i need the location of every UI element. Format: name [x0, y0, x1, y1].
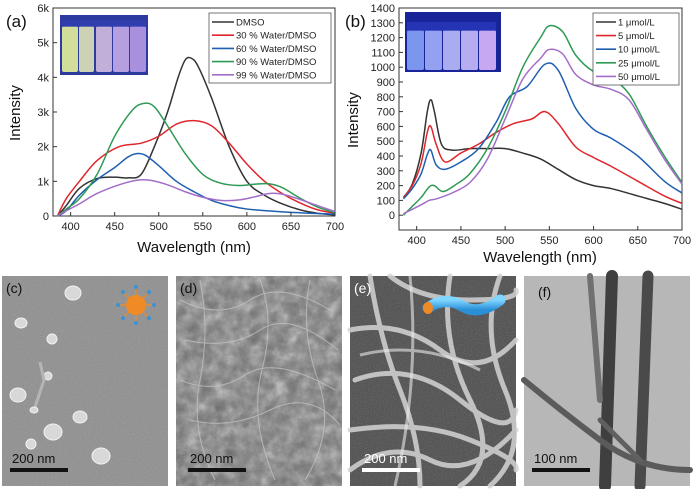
micelle-schematic-icon: [116, 285, 156, 325]
y-tick-label: 900: [377, 77, 395, 89]
series-line: [403, 48, 683, 215]
legend-entry: 1 μmol/L: [618, 18, 655, 29]
panel-b-chart: 400 450 500 550 600 650 700 0 100 200 300 400 500 60…: [345, 3, 691, 266]
x-tick-label: 400: [61, 221, 79, 233]
panel-e-scale-text: 200 nm: [364, 451, 407, 466]
x-tick-label: 600: [584, 235, 602, 247]
y-tick-label: 1200: [371, 33, 395, 45]
legend-entry: 50 μmol/L: [618, 72, 660, 83]
panel-b-legend: 1 μmol/L 5 μmol/L 10 μmol/L 25 μmol/L 50 μmo…: [592, 12, 680, 86]
panel-b-label: (b): [345, 12, 366, 31]
panel-b-ylabel: Intensity: [345, 92, 362, 148]
x-tick-label: 700: [673, 235, 691, 247]
x-tick-label: 650: [282, 221, 300, 233]
y-tick-label: 100: [377, 195, 395, 207]
series-line: [57, 178, 336, 217]
panel-a-ylabel: Intensity: [7, 85, 24, 141]
panel-c-micrograph: (c) 200 nm: [2, 276, 168, 486]
panel-a-legend: DMSO 30 % Water/DMSO 60 % Water/DMSO 90 % W…: [208, 12, 332, 84]
x-tick-label: 500: [496, 235, 514, 247]
panel-e-scale-bar: [362, 468, 420, 472]
y-tick-label: 0: [43, 211, 49, 223]
x-tick-label: 450: [106, 221, 124, 233]
y-tick-label: 5k: [37, 38, 49, 50]
panel-f-scale-bar: [532, 468, 590, 472]
y-tick-label: 700: [377, 107, 395, 119]
y-tick-label: 2k: [37, 142, 49, 154]
y-tick-label: 6k: [37, 3, 49, 15]
panel-c-scale-bar: [10, 468, 68, 472]
panel-d-scale-text: 200 nm: [190, 451, 233, 466]
panel-a-xlabel: Wavelength (nm): [137, 239, 251, 256]
panel-f-label: (f): [538, 284, 551, 300]
panel-b-xlabel: Wavelength (nm): [483, 249, 597, 266]
y-tick-label: 1100: [371, 47, 395, 59]
legend-entry: 25 μmol/L: [618, 58, 660, 69]
panel-e-micrograph: (e) 200 nm: [347, 273, 519, 489]
legend-entry: 30 % Water/DMSO: [236, 31, 316, 42]
x-tick-label: 650: [629, 235, 647, 247]
panel-c-particles: [9, 285, 111, 465]
panel-a-label: (a): [6, 12, 27, 31]
y-tick-label: 1000: [371, 62, 395, 74]
x-tick-label: 550: [194, 221, 212, 233]
panel-a-vial-photo: [60, 15, 148, 75]
fiber-schematic-icon: [422, 294, 506, 316]
panel-f-scale-text: 100 nm: [534, 451, 577, 466]
panel-e-label: (e): [354, 280, 371, 296]
y-tick-label: 400: [377, 151, 395, 163]
series-line: [56, 56, 336, 217]
y-tick-label: 1300: [371, 18, 395, 30]
legend-entry: 99 % Water/DMSO: [236, 70, 316, 81]
y-tick-label: 1k: [37, 176, 49, 188]
legend-entry: 5 μmol/L: [618, 31, 655, 42]
legend-entry: 60 % Water/DMSO: [236, 44, 316, 55]
series-line: [402, 62, 683, 200]
panel-f-micrograph: (f) 100 nm: [521, 270, 693, 489]
y-tick-label: 0: [389, 210, 395, 222]
legend-entry: 10 μmol/L: [618, 45, 660, 56]
panel-d-label: (d): [180, 280, 197, 296]
x-tick-label: 550: [540, 235, 558, 247]
x-tick-label: 600: [238, 221, 256, 233]
legend-entry: 90 % Water/DMSO: [236, 57, 316, 68]
legend-entry: DMSO: [236, 18, 265, 29]
y-tick-label: 600: [377, 121, 395, 133]
panel-c-label: (c): [6, 280, 22, 296]
x-tick-label: 400: [408, 235, 426, 247]
panel-b-vial-photo: [405, 12, 501, 72]
series-line: [56, 119, 336, 217]
x-tick-label: 700: [326, 221, 344, 233]
y-tick-label: 3k: [37, 107, 49, 119]
series-line: [402, 110, 683, 205]
panel-d-scale-bar: [188, 468, 246, 472]
y-tick-label: 4k: [37, 72, 49, 84]
x-tick-label: 450: [452, 235, 470, 247]
series-line: [56, 102, 336, 217]
series-line: [402, 24, 683, 216]
y-tick-label: 200: [377, 181, 395, 193]
panel-c-scale-text: 200 nm: [12, 451, 55, 466]
y-tick-label: 300: [377, 166, 395, 178]
series-line: [402, 99, 683, 210]
y-tick-label: 500: [377, 136, 395, 148]
panel-d-micrograph: (d) 200 nm: [176, 276, 342, 486]
x-tick-label: 500: [150, 221, 168, 233]
y-tick-label: 800: [377, 92, 395, 104]
y-tick-label: 1400: [371, 3, 395, 15]
